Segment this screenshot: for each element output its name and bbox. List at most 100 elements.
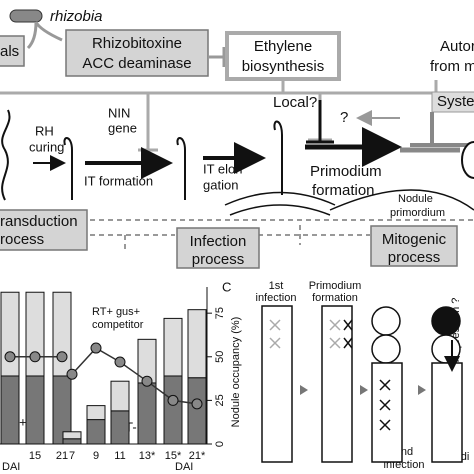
bar-light: [62, 431, 82, 440]
inhibition: [208, 47, 226, 67]
x-tick-label: 21*: [189, 450, 206, 462]
occupancy-point: [191, 398, 203, 410]
rh-label: curing: [29, 139, 64, 154]
local-inhibition: [306, 100, 334, 144]
mitogenic-box: [370, 225, 458, 267]
signal-arrows: [26, 21, 63, 50]
regulation-lines: [0, 79, 474, 152]
bar-dark: [62, 438, 82, 445]
panel-c-label: Primodium: [309, 280, 362, 292]
cell-columns: [261, 305, 463, 463]
bacterial-text: Rhizobitoxine: [92, 35, 182, 52]
legend-text: competitor: [92, 319, 144, 331]
primordium-label: formation: [312, 182, 375, 199]
y-tick-label: 75: [214, 307, 226, 319]
organism-label: rhizobia: [50, 8, 103, 25]
mitogenic-text: process: [388, 249, 441, 266]
signals-box: [0, 35, 25, 67]
bacterial-text: ACC deaminase: [82, 55, 191, 72]
occupancy-point: [90, 342, 102, 354]
bar-light: [163, 317, 183, 377]
autoregulation-text: Autore: [440, 38, 474, 55]
transduction-text: rocess: [0, 231, 44, 248]
bar-dark: [163, 375, 183, 445]
bar-dark: [0, 375, 20, 445]
local-label: Local?: [273, 94, 317, 111]
bar-light: [187, 309, 207, 379]
bar-dark: [110, 410, 130, 445]
dashed-lines: [0, 219, 474, 250]
legend-text: RT+ gus+: [92, 306, 140, 318]
y-axis-label: Nodule occupancy (%): [230, 317, 242, 428]
x-tick-label: 21: [56, 450, 68, 462]
infection-text: Infection: [190, 233, 247, 250]
bacterial-box: [65, 29, 209, 77]
root-hair: [1, 109, 11, 201]
x-axis-label: DAI: [175, 461, 193, 473]
occupancy-point: [141, 375, 153, 387]
signals-text: als: [0, 43, 19, 60]
transduction-box: [0, 209, 88, 251]
nodule-label: primordium: [390, 207, 445, 219]
x-tick-label: 13*: [139, 450, 156, 462]
infection-box: [176, 227, 260, 269]
bar-dark: [187, 377, 207, 445]
systemic-label: Syste: [437, 93, 474, 110]
primordium-arc: [329, 189, 474, 211]
infection-text: process: [192, 251, 245, 268]
root-hair: [273, 120, 283, 195]
crosses: [269, 319, 341, 349]
nin-label: gene: [108, 120, 137, 135]
x-tick-label: 7: [69, 450, 75, 462]
panel-b: Nodule occupancy (%) RT+ DAI RT- DAI RT+…: [0, 287, 242, 473]
mitogenic-text: Mitogenic: [382, 231, 447, 248]
y-tick-label: 25: [214, 394, 226, 406]
occupancy-point: [167, 394, 179, 406]
it-elongation-label: IT elon: [203, 161, 243, 176]
rh-label: RH: [35, 123, 54, 138]
bar-light: [25, 291, 45, 377]
root-hair: [176, 137, 186, 200]
bar-light: [0, 291, 20, 377]
bar-dark: [25, 375, 45, 445]
bar-dark: [137, 382, 157, 445]
nin-label: NIN: [108, 105, 130, 120]
it-formation-label: IT formation: [84, 173, 153, 188]
nodule-label: Nodule: [398, 193, 433, 205]
panel-c: C 1st infection Primodium formation 2nd …: [222, 279, 469, 470]
crosses: [343, 319, 391, 431]
occupancy-point: [4, 351, 16, 363]
ethylene-text: Ethylene: [254, 38, 312, 55]
x-tick-label: 15: [29, 450, 41, 462]
y-tick-label: 0: [214, 441, 226, 447]
root-hair: [63, 137, 73, 200]
y-tick-label: 50: [214, 351, 226, 363]
systemic-inhibition: [410, 112, 470, 147]
occupancy-point: [66, 368, 78, 380]
ethylene-text: biosynthesis: [242, 58, 325, 75]
bar-light: [52, 291, 72, 377]
x-tick-label: 9: [93, 450, 99, 462]
bar-light: [110, 380, 130, 412]
primordium-label: Primodium: [310, 163, 382, 180]
panel-c-label: infection: [256, 292, 297, 304]
occupancy-point: [29, 351, 41, 363]
it-elongation-label: gation: [203, 177, 238, 192]
x-tick-label: 15*: [165, 450, 182, 462]
question-mark: ?: [340, 109, 348, 126]
panel-letter: C: [222, 279, 231, 294]
occupancy-point: [56, 351, 68, 363]
systemic-box: [431, 91, 474, 113]
panel-c-label: 1st: [269, 280, 284, 292]
panel-c-label: formation: [312, 292, 358, 304]
x-tick-label: 11: [114, 450, 125, 462]
autoregulation-text: from mat: [430, 58, 474, 75]
x-axis-label: DAI: [2, 461, 20, 473]
occupancy-point: [114, 356, 126, 368]
transduction-text: ransduction: [0, 213, 78, 230]
nodule: [461, 141, 474, 179]
bar-light: [86, 405, 106, 421]
diagram: rhizobia als Rhizobitoxine ACC deaminase…: [0, 8, 474, 269]
step-arrows: [300, 385, 426, 395]
